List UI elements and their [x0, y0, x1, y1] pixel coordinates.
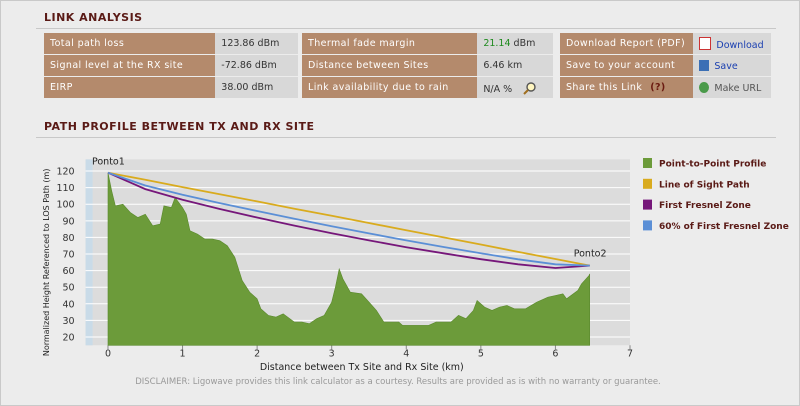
pdf-icon: [699, 36, 712, 50]
section-title: LINK ANALYSIS: [44, 11, 143, 24]
point-label: Ponto2: [574, 249, 607, 260]
label: Signal level at the RX site: [44, 55, 216, 76]
y-tick-label: 90: [63, 216, 75, 227]
series-line: [107, 171, 590, 267]
divider: [36, 137, 776, 138]
label: EIRP: [44, 77, 216, 98]
legend-label: First Fresnel Zone: [659, 201, 751, 211]
label: Share this Link: [566, 82, 643, 93]
x-tick-label: 7: [627, 348, 633, 359]
y-axis-title: Normalized Height Referenced to LOS Path…: [42, 169, 51, 357]
label: Save to your account: [560, 55, 694, 76]
x-tick-label: 2: [254, 348, 260, 359]
save-icon: [699, 59, 710, 71]
value-cell: N/A %: [477, 77, 553, 98]
y-tick-label: 110: [56, 183, 74, 194]
search-icon[interactable]: [523, 81, 537, 95]
legend-swatch: [643, 178, 652, 189]
label: Download Report (PDF): [560, 33, 694, 54]
series-line: [107, 171, 590, 269]
section-title: PATH PROFILE BETWEEN TX AND RX SITE: [44, 120, 315, 133]
y-tick-label: 60: [63, 266, 75, 277]
value: 38.00 dBm: [215, 77, 298, 98]
label: Link availability due to rain: [302, 77, 478, 98]
label: Distance between Sites: [302, 55, 478, 76]
label: Total path loss: [44, 33, 216, 54]
y-tick-label: 20: [63, 333, 75, 344]
table-actions: Download Report (PDF) Download Save to yo…: [560, 32, 771, 99]
point-label: Ponto1: [92, 157, 125, 168]
terrain-area: [107, 172, 590, 346]
legend-swatch: [643, 158, 652, 168]
value: 6.46 km: [477, 55, 553, 76]
y-tick-label: 70: [63, 250, 75, 261]
y-tick-label: 40: [63, 299, 75, 310]
value-cell: 21.14 dBm: [477, 33, 553, 54]
help-link[interactable]: (?): [650, 82, 666, 93]
action-cell: Make URL: [693, 77, 771, 98]
value: 21.14: [483, 38, 511, 49]
y-tick-label: 100: [56, 200, 74, 211]
download-link[interactable]: Download: [716, 39, 764, 51]
x-tick-label: 4: [403, 348, 409, 359]
action-cell: Save: [693, 55, 771, 76]
x-tick-label: 5: [478, 348, 484, 359]
x-tick-label: 3: [329, 348, 335, 359]
action-cell: Download: [693, 33, 771, 54]
x-tick-label: 1: [180, 348, 186, 359]
y-tick-label: 120: [56, 167, 74, 178]
y-tick-label: 30: [63, 316, 75, 327]
series-line: [107, 171, 590, 267]
legend-swatch: [643, 220, 652, 231]
table-results: Thermal fade margin 21.14 dBm Distance be…: [302, 32, 553, 99]
axis-strip: [85, 159, 93, 346]
url-icon: [699, 81, 710, 93]
x-axis-title: Distance between Tx Site and Rx Site (km…: [260, 362, 464, 373]
legend-swatch: [643, 199, 652, 210]
divider: [36, 28, 776, 29]
x-tick-label: 6: [552, 348, 558, 359]
label-cell: Share this Link (?): [560, 77, 694, 98]
save-link[interactable]: Save: [714, 60, 738, 72]
label: Thermal fade margin: [302, 33, 478, 54]
table-results: Total path loss 123.86 dBm Signal level a…: [44, 32, 298, 99]
y-tick-label: 50: [63, 283, 75, 294]
x-tick-label: 0: [105, 348, 111, 359]
disclaimer: DISCLAIMER: Ligowave provides this link …: [135, 377, 661, 387]
value: -72.86 dBm: [215, 55, 298, 76]
make-url-link[interactable]: Make URL: [714, 82, 762, 94]
unit: dBm: [513, 38, 536, 49]
legend-label: Point-to-Point Profile: [659, 160, 766, 170]
legend-label: 60% of First Fresnel Zone: [659, 222, 789, 232]
y-tick-label: 80: [63, 233, 75, 244]
value: 123.86 dBm: [215, 33, 298, 54]
value: N/A %: [483, 83, 513, 95]
legend-label: Line of Sight Path: [659, 180, 750, 190]
